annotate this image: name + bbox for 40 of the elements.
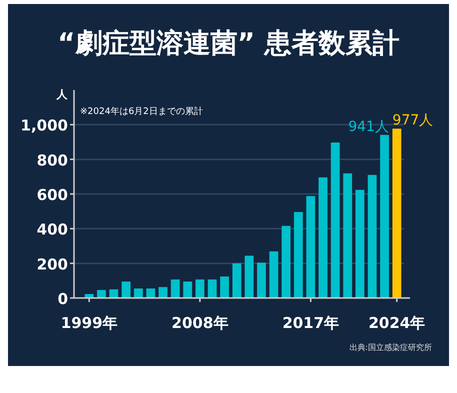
bar xyxy=(330,142,340,298)
chart-title: “劇症型溶連菌” 患者数累計 xyxy=(58,28,400,59)
bar xyxy=(244,256,254,298)
bar xyxy=(368,174,377,298)
bar xyxy=(232,263,242,298)
bar xyxy=(170,279,180,298)
bar xyxy=(97,290,106,298)
bar xyxy=(183,282,192,298)
x-tick-label: 2017年 xyxy=(282,314,340,332)
bar xyxy=(146,288,156,298)
bar xyxy=(134,288,143,298)
x-tick-label: 1999年 xyxy=(60,314,118,332)
bar xyxy=(355,190,364,298)
bar xyxy=(122,282,131,298)
y-tick-label: 0 xyxy=(58,290,68,308)
bar xyxy=(208,279,217,298)
bar xyxy=(220,276,229,298)
annotation: ※2024年は6月2日までの累計 xyxy=(80,106,203,117)
x-tick-label: 2008年 xyxy=(172,314,228,332)
bar xyxy=(195,279,204,298)
bar xyxy=(343,173,352,298)
y-tick-label: 1,000 xyxy=(20,116,68,135)
data-label: 977人 xyxy=(392,112,434,129)
source-note: 出典:国立感染症研究所 xyxy=(349,343,432,352)
bar xyxy=(158,287,168,298)
bar xyxy=(392,128,402,298)
data-label: 941人 xyxy=(348,118,389,135)
bar xyxy=(306,196,316,298)
bar xyxy=(380,134,389,298)
bar xyxy=(257,262,266,298)
bar xyxy=(294,212,303,298)
y-axis-title: 人 xyxy=(56,88,68,101)
y-tick-label: 800 xyxy=(36,151,68,170)
y-tick-label: 600 xyxy=(36,186,68,204)
y-tick-label: 200 xyxy=(36,255,68,274)
bar xyxy=(282,226,291,298)
bar xyxy=(318,177,328,298)
y-tick-label: 400 xyxy=(36,220,68,239)
x-tick-label: 2024年 xyxy=(368,314,426,332)
bar xyxy=(269,251,278,298)
